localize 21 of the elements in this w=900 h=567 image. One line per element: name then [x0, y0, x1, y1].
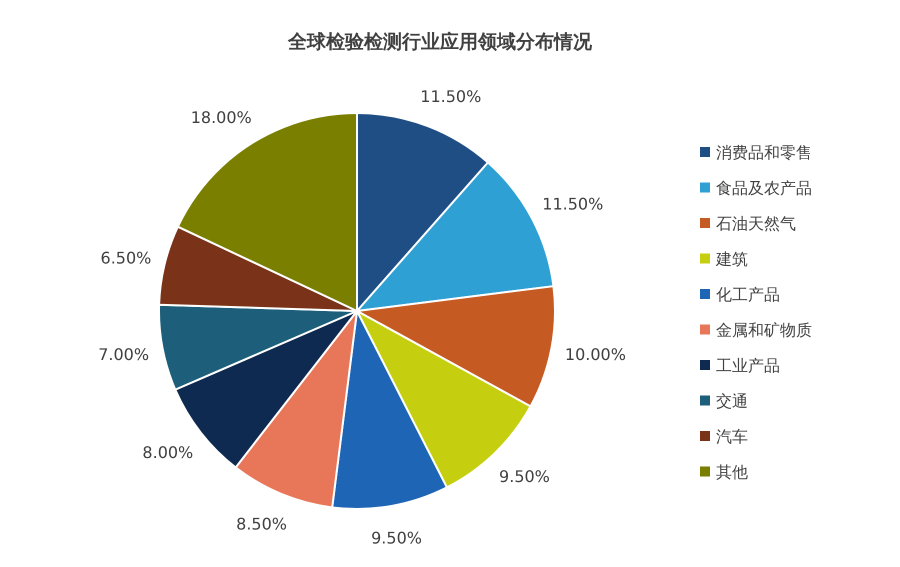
data-label: 18.00% [190, 108, 252, 127]
data-label: 9.50% [371, 528, 422, 548]
legend-label: 汽车 [716, 427, 748, 446]
legend-label: 建筑 [715, 250, 748, 268]
legend-label: 金属和矿物质 [716, 320, 812, 340]
data-label: 11.50% [542, 194, 604, 214]
data-label: 7.00% [98, 345, 150, 364]
legend-label: 石油天然气 [716, 214, 796, 233]
data-label: 8.00% [142, 442, 194, 462]
data-label: 10.00% [564, 345, 626, 364]
legend-label: 消费品和零售 [716, 143, 812, 162]
data-label: 9.50% [499, 467, 550, 486]
legend-label: 交通 [716, 392, 748, 410]
legend-label: 化工产品 [716, 285, 780, 304]
legend-label: 其他 [716, 462, 748, 482]
chart-title: 全球检验检测行业应用领域分布情况 [287, 31, 593, 53]
data-label: 11.50% [420, 86, 482, 106]
data-label: 8.50% [236, 514, 287, 534]
legend-label: 食品及农产品 [716, 178, 812, 198]
data-label: 6.50% [100, 248, 152, 268]
legend-label: 工业产品 [716, 356, 780, 375]
